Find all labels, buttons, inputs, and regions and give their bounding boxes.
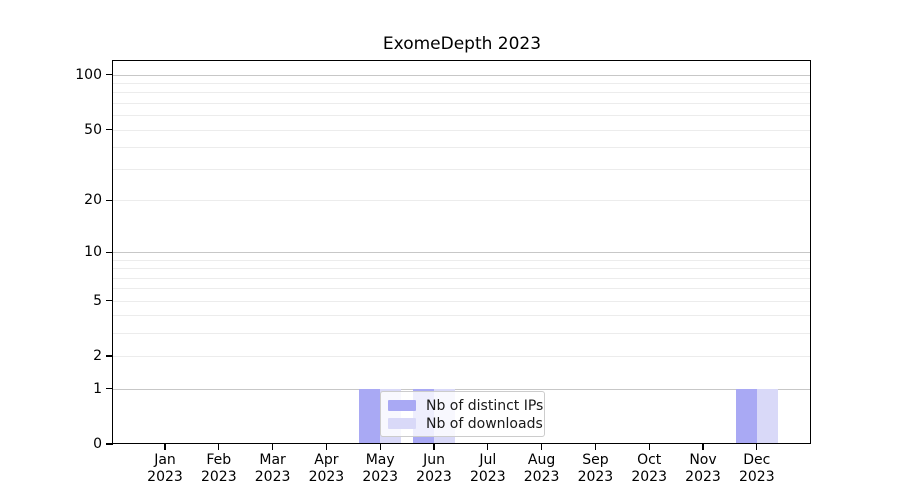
- month-label: Aug: [527, 452, 556, 468]
- x-tick-label-sep: Sep 2023: [563, 452, 627, 486]
- x-tick-label-oct: Oct 2023: [617, 452, 681, 486]
- month-label: Feb: [206, 452, 232, 468]
- x-tick-label-aug: Aug 2023: [510, 452, 574, 486]
- year-label: 2023: [738, 469, 775, 485]
- x-tick-mark: [379, 444, 381, 450]
- minor-gridline: [113, 315, 811, 317]
- minor-gridline: [113, 356, 811, 358]
- year-label: 2023: [362, 469, 398, 485]
- year-label: 2023: [523, 469, 560, 485]
- x-tick-mark: [325, 444, 328, 450]
- bar-distinct-ips-dec: [735, 388, 757, 444]
- x-tick-label-jan: Jan 2023: [133, 452, 197, 486]
- legend-item-distinct-ips: Nb of distinct IPs: [388, 397, 543, 414]
- y-tick-label: 5: [93, 292, 102, 309]
- x-tick-label-may: May 2023: [348, 452, 412, 486]
- month-label: Mar: [259, 452, 286, 468]
- y-tick-label: 2: [93, 348, 102, 365]
- y-tick-mark: [106, 387, 113, 390]
- year-label: 2023: [254, 469, 291, 485]
- minor-gridline: [113, 333, 811, 335]
- minor-gridline: [113, 277, 811, 279]
- month-label: Dec: [743, 452, 771, 468]
- minor-gridline: [113, 300, 811, 302]
- y-tick-label: 50: [84, 121, 102, 138]
- minor-gridline: [113, 268, 811, 270]
- x-tick-mark: [271, 444, 274, 450]
- year-label: 2023: [416, 469, 452, 485]
- y-tick-label: 20: [84, 192, 102, 209]
- year-label: 2023: [631, 469, 667, 485]
- y-tick-mark: [106, 355, 113, 357]
- year-label: 2023: [469, 469, 506, 485]
- x-tick-mark: [164, 444, 166, 450]
- x-tick-label-dec: Dec 2023: [725, 452, 789, 486]
- minor-gridline: [113, 92, 811, 94]
- x-tick-label-jul: Jul 2023: [456, 452, 520, 486]
- y-tick-mark: [106, 128, 113, 131]
- minor-gridline: [113, 115, 811, 117]
- bar-distinct-ips-may: [359, 388, 381, 444]
- minor-gridline: [113, 169, 811, 171]
- x-tick-mark: [540, 444, 543, 450]
- month-label: Oct: [637, 452, 662, 468]
- x-tick-mark: [648, 444, 650, 450]
- y-tick-label: 10: [84, 244, 102, 261]
- legend-item-downloads: Nb of downloads: [388, 415, 543, 432]
- x-tick-mark: [487, 444, 489, 450]
- minor-gridline: [113, 103, 811, 104]
- minor-gridline: [113, 146, 811, 148]
- major-gridline: [113, 388, 811, 390]
- major-gridline: [113, 252, 811, 254]
- month-label: Nov: [689, 452, 717, 468]
- bar-downloads-dec: [756, 388, 778, 444]
- y-tick-label: 100: [75, 66, 102, 83]
- minor-gridline: [113, 83, 811, 85]
- x-tick-mark: [756, 444, 758, 450]
- year-label: 2023: [200, 469, 237, 485]
- month-label: Sep: [582, 452, 609, 468]
- chart-title: ExomeDepth 2023: [382, 34, 542, 54]
- x-tick-label-mar: Mar 2023: [241, 452, 305, 486]
- x-tick-mark: [433, 444, 435, 450]
- month-label: Jun: [423, 452, 445, 468]
- x-tick-mark: [218, 444, 220, 450]
- y-tick-label: 1: [93, 380, 102, 397]
- legend: Nb of distinct IPs Nb of downloads: [380, 391, 545, 437]
- minor-gridline: [113, 200, 811, 202]
- x-tick-label-nov: Nov 2023: [671, 452, 735, 486]
- minor-gridline: [113, 129, 811, 131]
- y-tick-mark: [106, 74, 113, 76]
- legend-label-distinct-ips: Nb of distinct IPs: [426, 397, 544, 414]
- y-tick-mark: [106, 443, 113, 445]
- month-label: Jul: [479, 452, 497, 468]
- x-tick-label-feb: Feb 2023: [187, 452, 251, 486]
- y-tick-label: 0: [93, 436, 102, 452]
- y-tick-mark: [106, 251, 113, 253]
- minor-gridline: [113, 288, 811, 290]
- year-label: 2023: [308, 469, 345, 485]
- x-tick-label-apr: Apr 2023: [294, 452, 358, 486]
- legend-label-downloads: Nb of downloads: [426, 415, 543, 432]
- x-tick-label-jun: Jun 2023: [402, 452, 466, 486]
- year-label: 2023: [685, 469, 721, 485]
- month-label: Jan: [154, 452, 176, 468]
- legend-swatch-distinct-ips-icon: [388, 400, 416, 411]
- major-gridline: [113, 74, 811, 76]
- x-tick-mark: [594, 444, 597, 450]
- minor-gridline: [113, 259, 811, 261]
- month-label: May: [365, 452, 395, 468]
- plot-area: [113, 61, 811, 444]
- y-tick-mark: [106, 300, 113, 302]
- legend-swatch-downloads-icon: [388, 418, 416, 429]
- month-label: Apr: [314, 452, 339, 468]
- x-tick-mark: [702, 444, 704, 450]
- year-label: 2023: [147, 469, 183, 485]
- year-label: 2023: [577, 469, 614, 485]
- y-tick-mark: [106, 199, 113, 202]
